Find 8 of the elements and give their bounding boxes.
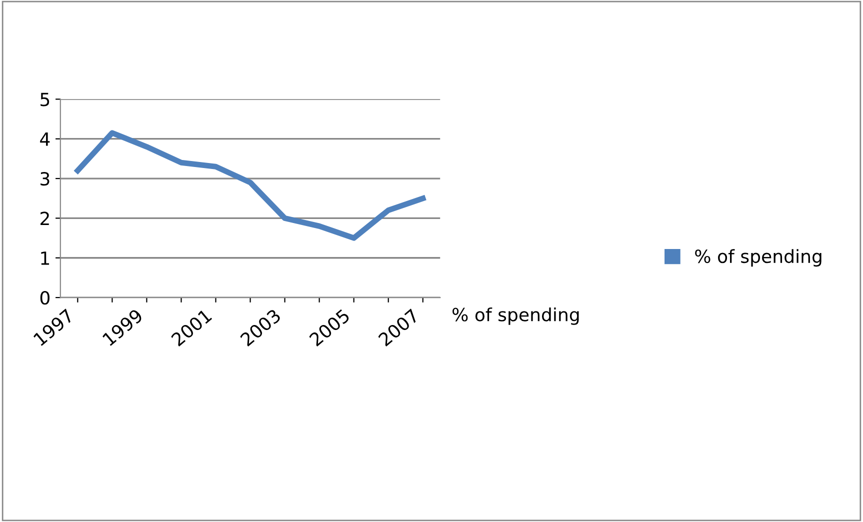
y-tick-label: 2 [40, 212, 49, 226]
y-tick-label: 3 [40, 172, 50, 186]
y-tick-label: 1 [41, 252, 50, 265]
legend-label: % of spending [695, 249, 822, 267]
x-axis-title: % of spending [452, 307, 579, 325]
y-tick-label: 5 [40, 92, 50, 106]
y-tick-label: 0 [40, 291, 50, 305]
y-tick-label: 4 [40, 132, 50, 146]
